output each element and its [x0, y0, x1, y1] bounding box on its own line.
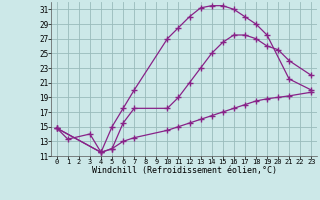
X-axis label: Windchill (Refroidissement éolien,°C): Windchill (Refroidissement éolien,°C) — [92, 166, 276, 175]
